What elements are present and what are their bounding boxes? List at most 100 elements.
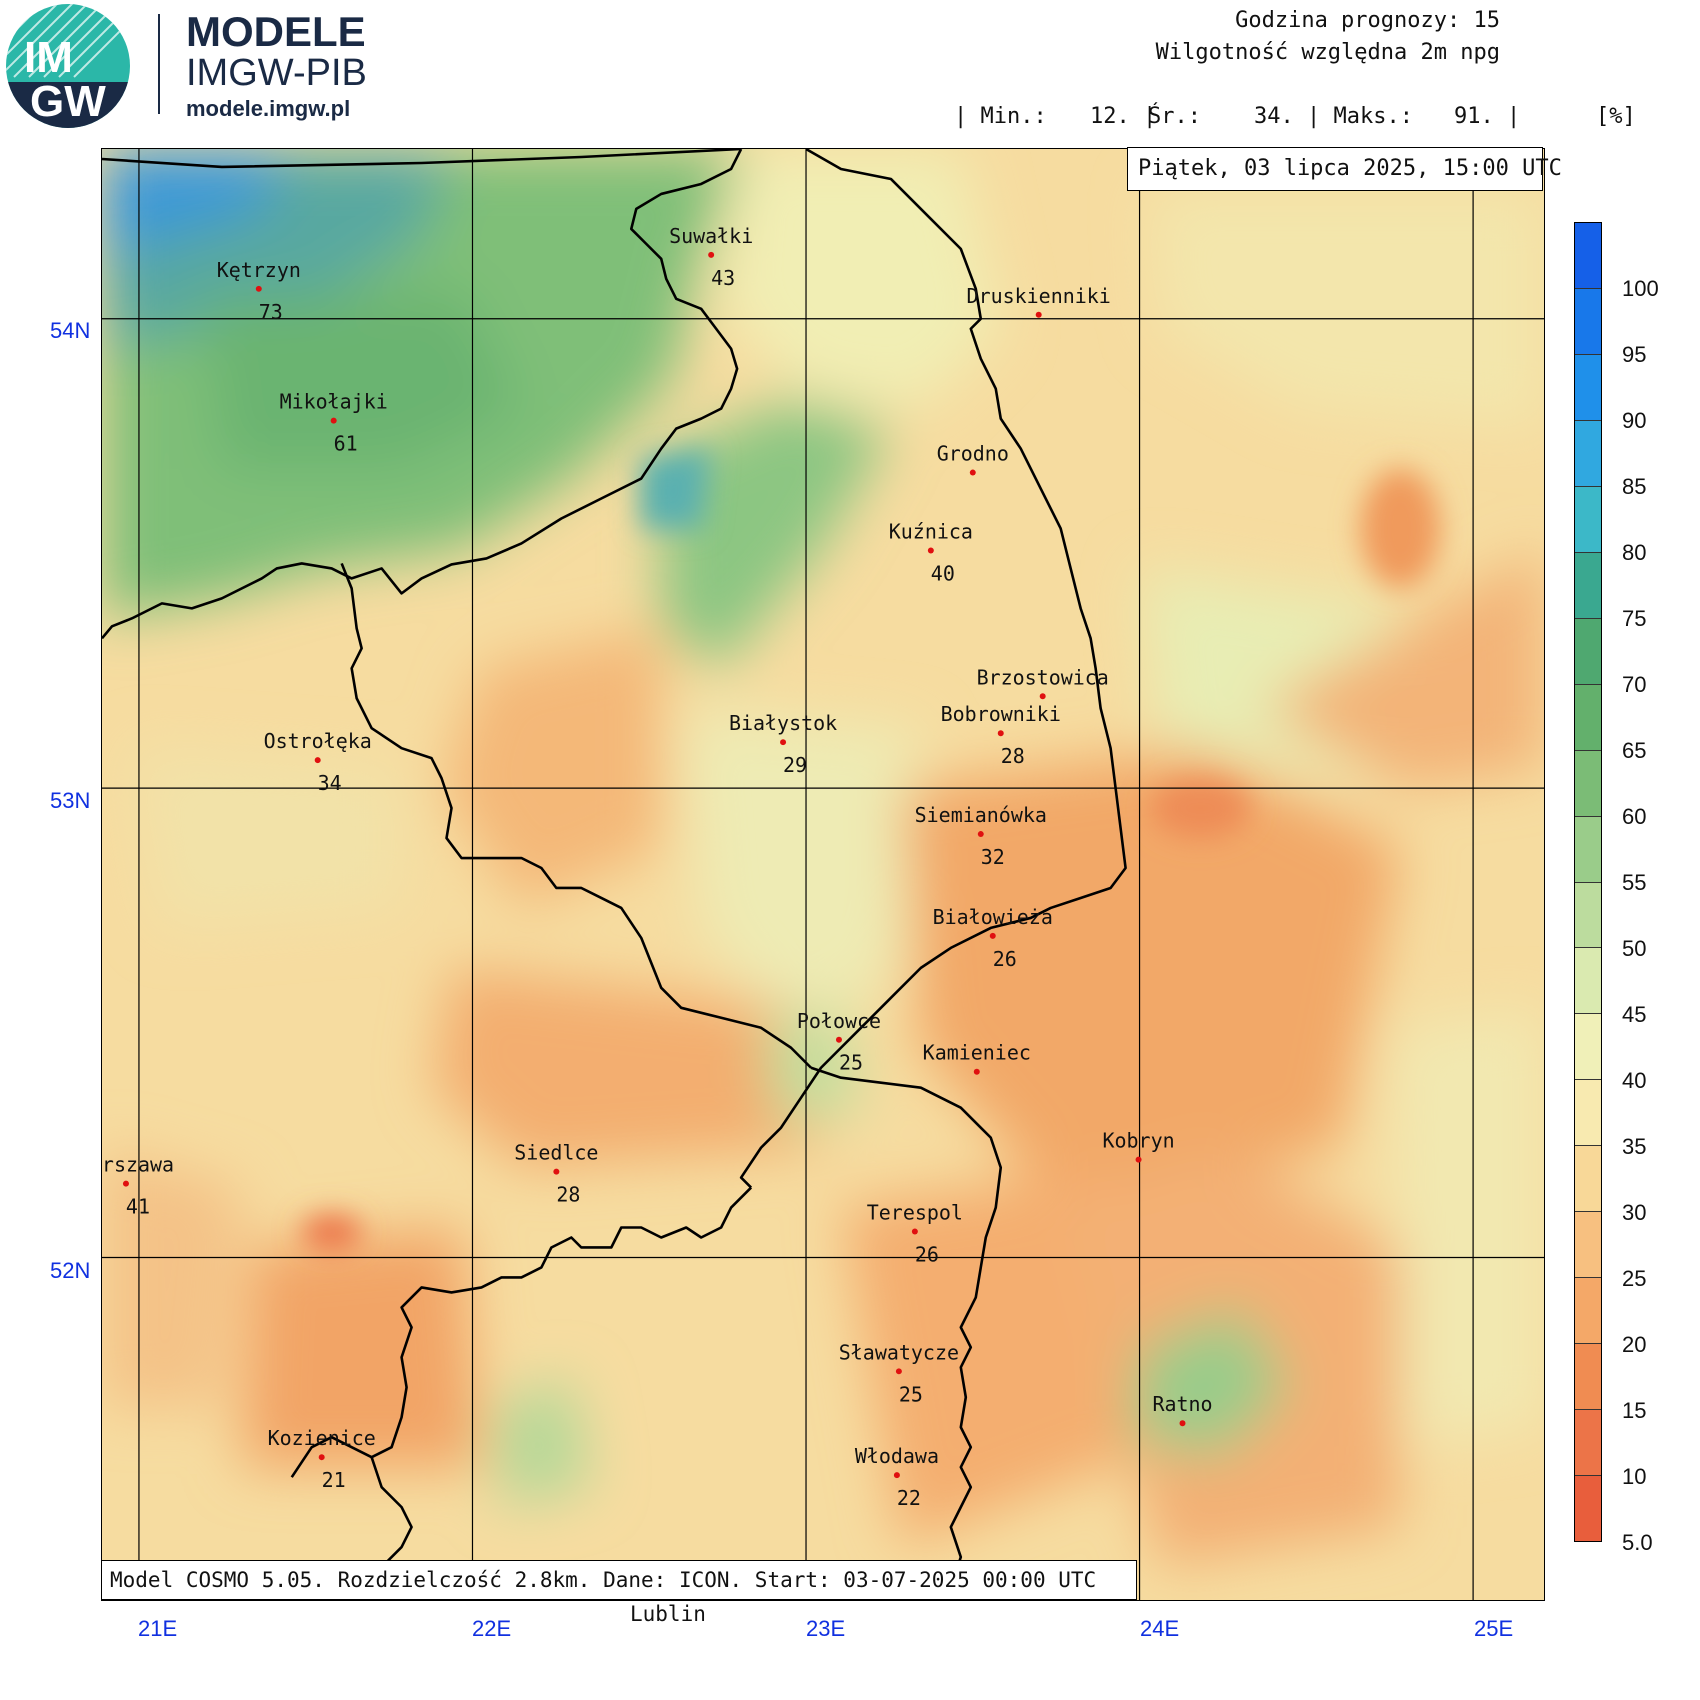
colorbar-label: 75 (1622, 606, 1647, 631)
city-name: Ostrołęka (264, 729, 372, 753)
colorbar-step (1575, 1079, 1601, 1146)
city-name: Białowieża (933, 905, 1053, 929)
city-name: Terespol (867, 1201, 963, 1225)
lat-label-53n: 53N (50, 788, 91, 813)
city-marker (835, 1036, 842, 1043)
colorbar-label: 30 (1622, 1200, 1647, 1225)
city-name: Bobrowniki (941, 702, 1061, 726)
city-humidity-value: 25 (839, 1051, 863, 1075)
colorbar-label: 20 (1622, 1332, 1647, 1357)
city-humidity-value: 40 (931, 561, 955, 585)
forecast-date-label: Piątek, 03 lipca 2025, 15:00 UTC (1127, 147, 1562, 191)
city-name: Włodawa (855, 1444, 939, 1468)
colorbar-label: 10 (1622, 1464, 1647, 1489)
lon-label-22e: 22E (472, 1616, 512, 1641)
logo-title: MODELE (186, 8, 366, 55)
colorbar-label: 50 (1622, 936, 1647, 961)
colorbar-label: 100 (1622, 276, 1659, 301)
colorbar-step (1575, 1475, 1601, 1542)
city-marker (969, 469, 976, 476)
lon-label-21e: 21E (138, 1616, 178, 1641)
city-humidity-value: 21 (322, 1468, 346, 1492)
city-name: Mikołajki (280, 390, 388, 414)
colorbar-label: 80 (1622, 540, 1647, 565)
city-name: Kozienice (268, 1426, 376, 1450)
city-humidity-value: 25 (899, 1382, 923, 1406)
colorbar-step (1575, 1211, 1601, 1278)
colorbar-label: 60 (1622, 804, 1647, 829)
city-name: Kętrzyn (217, 258, 301, 282)
city-humidity-value: 34 (318, 771, 342, 795)
city-marker (997, 730, 1004, 737)
city-name: Grodno (937, 442, 1009, 466)
stat-min-value: 12. | (1090, 104, 1157, 129)
logo-url[interactable]: modele.imgw.pl (186, 96, 351, 121)
lon-label-24e: 24E (1140, 1616, 1180, 1641)
parameter-name: Wilgotność względna 2m npg (1155, 40, 1500, 65)
colorbar-label: 45 (1622, 1002, 1647, 1027)
city-humidity-value: 41 (126, 1195, 150, 1219)
stat-min-label: | Min.: (954, 104, 1047, 129)
city-humidity-value: 26 (993, 947, 1017, 971)
city-humidity-value: 28 (1001, 744, 1025, 768)
city-name: Białystok (729, 711, 837, 735)
city-marker (893, 1472, 900, 1479)
city-name: Kobryn (1102, 1129, 1174, 1153)
city-humidity-value: 73 (259, 300, 283, 324)
colorbar-step (1575, 1409, 1601, 1476)
city-marker (1135, 1156, 1142, 1163)
lat-label-52n: 52N (50, 1258, 91, 1283)
city-humidity-value: 28 (556, 1183, 580, 1207)
logo-subtitle: IMGW-PIB (186, 52, 367, 94)
city-name: Sławatycze (839, 1340, 959, 1364)
city-marker (977, 831, 984, 838)
city-humidity-value: 61 (334, 432, 358, 456)
city-marker (330, 417, 337, 424)
city-name: Kuźnica (889, 519, 973, 543)
colorbar (1574, 222, 1602, 1542)
city-humidity-value: 32 (981, 845, 1005, 869)
colorbar-step (1575, 353, 1601, 420)
city-marker (122, 1180, 129, 1187)
city-name: Kamieniec (923, 1041, 1031, 1065)
city-name: Siedlce (514, 1141, 598, 1165)
stat-avg-value: 34. | Maks.: (1254, 104, 1413, 129)
colorbar-label: 85 (1622, 474, 1647, 499)
city-marker (927, 547, 934, 554)
city-name: Suwałki (669, 224, 753, 248)
city-marker (1035, 311, 1042, 318)
city-humidity-value: 29 (783, 753, 807, 777)
lon-label-25e: 25E (1474, 1616, 1514, 1641)
city-marker (780, 739, 787, 746)
colorbar-label: 35 (1622, 1134, 1647, 1159)
stat-avg-label: Śr.: (1148, 104, 1201, 129)
city-name: Siemianówka (915, 803, 1047, 827)
colorbar-step (1575, 947, 1601, 1014)
colorbar-step (1575, 1343, 1601, 1410)
colorbar-label: 5.0 (1622, 1530, 1653, 1555)
imgw-logo-badge: IM GW (4, 2, 132, 130)
colorbar-label: 70 (1622, 672, 1647, 697)
city-name: Brzostowica (977, 665, 1109, 689)
stat-max-value: 91. | (1454, 104, 1521, 129)
humidity-map: Kętrzyn 73 Suwałki 43 Druskienniki Mikołajki 6… (101, 148, 1545, 1601)
city-name: Druskienniki (967, 284, 1111, 308)
city-humidity-value: 43 (711, 266, 735, 290)
colorbar-label: 90 (1622, 408, 1647, 433)
svg-text:GW: GW (30, 77, 106, 126)
logo-divider (158, 14, 160, 114)
colorbar-step (1575, 1145, 1601, 1212)
city-marker (973, 1068, 980, 1075)
city-marker (314, 757, 321, 764)
colorbar-step (1575, 881, 1601, 948)
colorbar-label: 65 (1622, 738, 1647, 763)
colorbar-label: 15 (1622, 1398, 1647, 1423)
city-humidity-value: 26 (915, 1242, 939, 1266)
city-layer: Kętrzyn 73 Suwałki 43 Druskienniki Mikołajki 6… (102, 224, 1213, 1510)
city-marker (895, 1368, 902, 1375)
lat-label-54n: 54N (50, 318, 91, 343)
colorbar-step (1575, 223, 1601, 288)
colorbar-step (1575, 749, 1601, 816)
lublin-label: Lublin (630, 1602, 706, 1626)
city-name: Ratno (1152, 1392, 1212, 1416)
